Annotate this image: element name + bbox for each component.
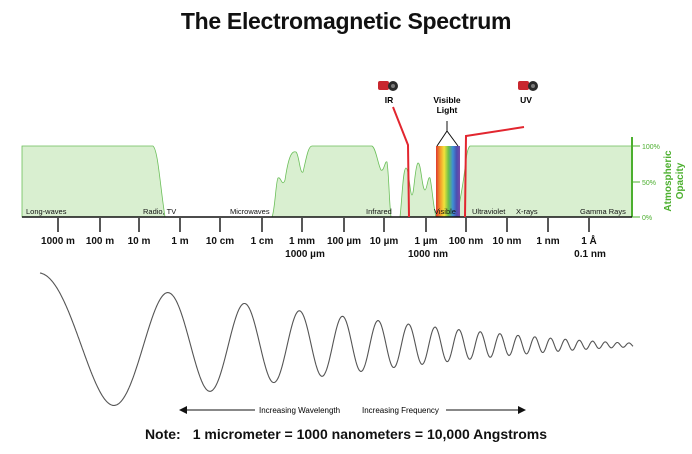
tick-label-1000m: 1000 m (41, 236, 75, 247)
tick-label-10cm: 10 cm (206, 236, 234, 247)
tick-label-100um: 100 µm (327, 236, 361, 247)
tick-label-100nm: 100 nm (449, 236, 484, 247)
band-label-visible: Visible (434, 207, 456, 216)
direction-arrows: Increasing Wavelength Increasing Frequen… (179, 406, 526, 415)
band-label-long-waves: Long-waves (26, 207, 67, 216)
tick-label-10nm: 10 nm (493, 236, 522, 247)
uv-label: UV (520, 95, 532, 105)
opacity-axis: 100% 50% 0% Atmospheric Opacity (631, 137, 686, 222)
ir-label: IR (385, 95, 394, 105)
opacity-axis-label-2: Opacity (675, 162, 686, 199)
tick-label-10m: 10 m (128, 236, 151, 247)
band-label-gamma-rays: Gamma Rays (580, 207, 626, 216)
band-label-microwaves: Microwaves (230, 207, 270, 216)
atmospheric-opacity-area (21, 145, 633, 218)
tick-sublabel-0-1nm: 0.1 nm (574, 249, 606, 260)
visible-light-marker: Visible Light (433, 95, 461, 147)
visible-light-band (436, 146, 460, 217)
opacity-tick-50: 50% (642, 180, 656, 187)
uv-marker: UV (464, 81, 538, 218)
opacity-axis-label-1: Atmospheric (663, 150, 674, 212)
tick-sublabel-1000nm: 1000 nm (408, 249, 448, 260)
tick-label-1angstrom: 1 Å (581, 234, 597, 247)
axis-ticks (57, 218, 590, 232)
visible-label-line2: Light (437, 105, 458, 115)
tick-label-1nm: 1 nm (536, 236, 559, 247)
tick-label-1cm: 1 cm (251, 236, 274, 247)
page-title: The Electromagnetic Spectrum (180, 8, 512, 34)
visible-label-line1: Visible (433, 95, 461, 105)
tick-label-1mm: 1 mm (289, 236, 315, 247)
tick-label-1um: 1 µm (415, 236, 438, 247)
increasing-frequency-label: Increasing Frequency (362, 406, 439, 415)
wave-curve (39, 272, 634, 406)
uv-pointer-line (464, 126, 525, 218)
band-label-radio-tv: Radio, TV (143, 207, 176, 216)
uv-camera-icon (518, 81, 538, 91)
tick-label-10um: 10 µm (370, 236, 399, 247)
note-text: 1 micrometer = 1000 nanometers = 10,000 … (192, 426, 548, 442)
band-label-infrared: Infrared (366, 207, 392, 216)
ir-pointer-line (392, 106, 410, 218)
tick-label-1m: 1 m (171, 236, 188, 247)
tick-sublabel-1000um: 1000 µm (285, 249, 325, 260)
band-label-x-rays: X-rays (516, 207, 538, 216)
opacity-tick-0: 0% (642, 215, 652, 222)
increasing-wavelength-label: Increasing Wavelength (259, 406, 340, 415)
visible-bracket (436, 130, 459, 147)
ir-marker: IR (378, 81, 410, 218)
ir-camera-icon (378, 81, 398, 91)
tick-label-100m: 100 m (86, 236, 114, 247)
note-footer: Note: 1 micrometer = 1000 nanometers = 10… (0, 426, 692, 442)
opacity-tick-100: 100% (642, 144, 660, 151)
band-label-ultraviolet: Ultraviolet (472, 207, 506, 216)
note-label: Note: (144, 426, 181, 442)
